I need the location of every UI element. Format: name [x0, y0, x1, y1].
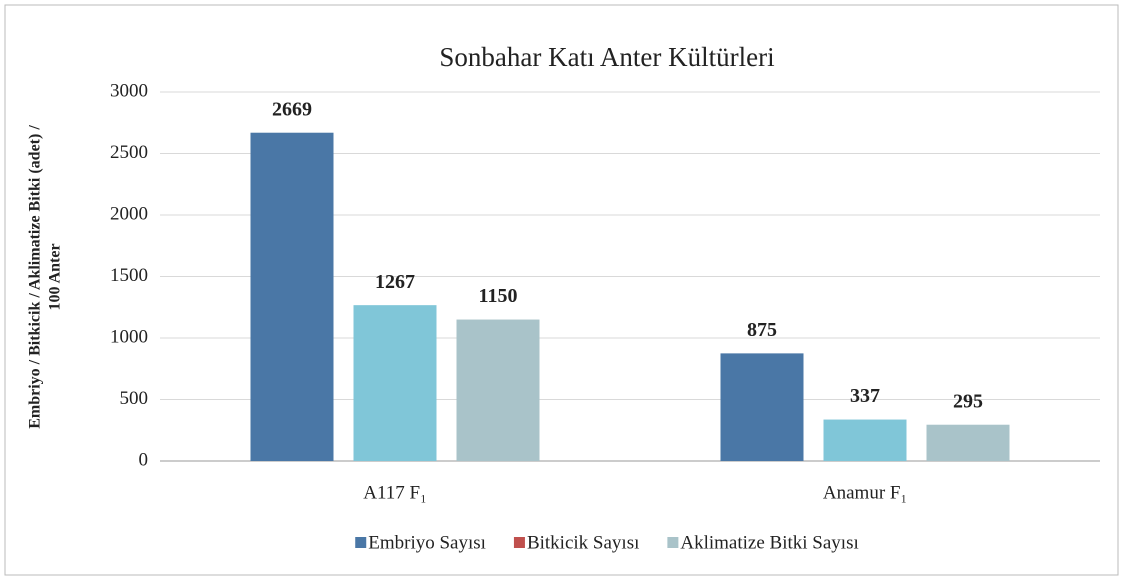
- data-label: 1267: [375, 271, 415, 293]
- y-tick-label: 500: [120, 388, 149, 409]
- bar: [353, 305, 437, 461]
- y-tick-label: 1000: [110, 326, 148, 347]
- bar: [456, 319, 540, 461]
- bar: [823, 419, 907, 461]
- y-axis-title-line: 100 Anter: [47, 243, 64, 310]
- y-axis-title-line: Embriyo / Bitkicik / Aklimatize Bitki (a…: [27, 125, 44, 429]
- bar: [250, 132, 334, 461]
- chart-frame: [4, 4, 1119, 576]
- bar: [720, 353, 804, 461]
- data-label: 295: [953, 390, 983, 412]
- y-tick-label: 0: [139, 449, 149, 470]
- data-label: 1150: [479, 285, 518, 307]
- x-tick-label: Anamur F₁: [823, 482, 907, 503]
- x-tick-label: A117 F₁: [363, 482, 426, 503]
- legend-label: Aklimatize Bitki Sayısı: [680, 532, 858, 553]
- y-axis-title: Embriyo / Bitkicik / Aklimatize Bitki (a…: [27, 125, 64, 429]
- data-label: 2669: [272, 98, 312, 120]
- legend-label: Bitkicik Sayısı: [527, 532, 639, 553]
- data-label: 875: [747, 319, 777, 341]
- data-label: 337: [850, 385, 880, 407]
- legend: Embriyo Sayısı Bitkicik Sayısı Aklimatize …: [355, 532, 859, 553]
- bar: [926, 424, 1010, 461]
- legend-swatch: [355, 537, 367, 548]
- chart-title: Sonbahar Katı Anter Kültürleri: [439, 42, 774, 72]
- legend-swatch: [667, 537, 679, 548]
- y-tick-label: 2000: [110, 203, 148, 224]
- y-tick-label: 2500: [110, 142, 148, 163]
- legend-swatch: [513, 537, 525, 548]
- legend-label: Embriyo Sayısı: [368, 532, 486, 553]
- y-tick-label: 3000: [110, 80, 148, 101]
- y-tick-label: 1500: [110, 265, 148, 286]
